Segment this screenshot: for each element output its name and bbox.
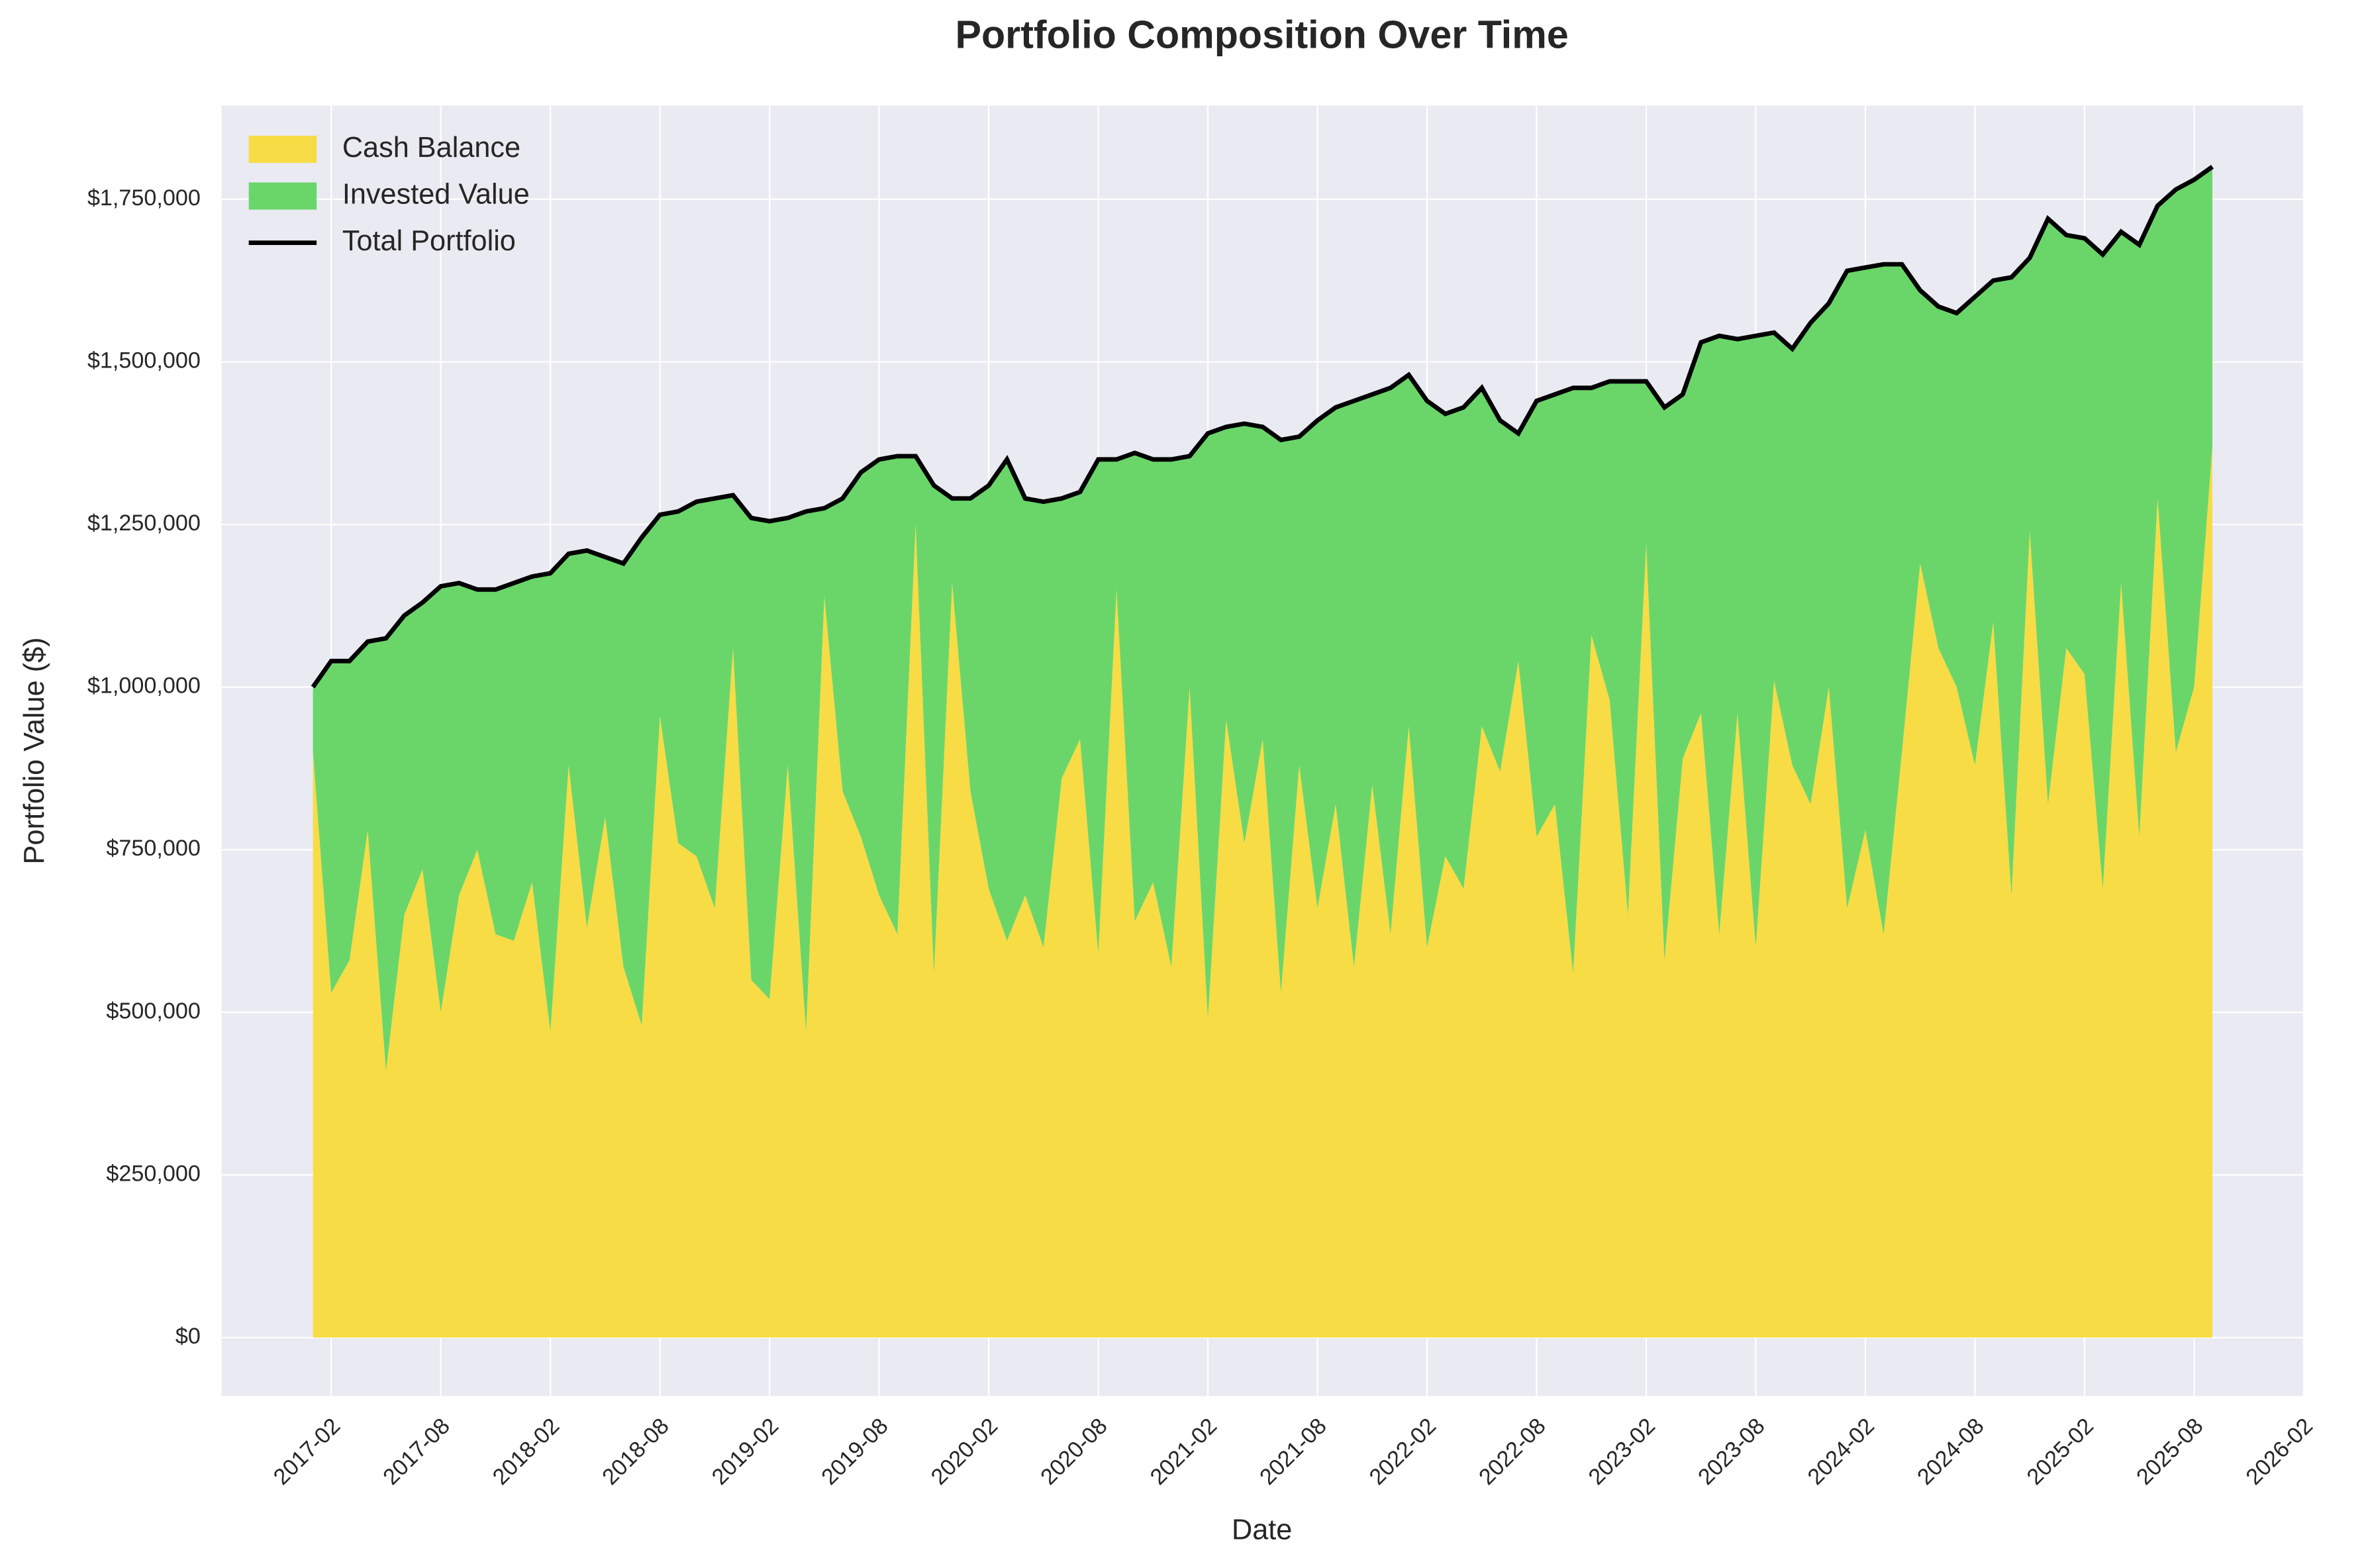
- y-tick-label: $1,750,000: [87, 185, 201, 211]
- y-tick-label: $1,250,000: [87, 511, 201, 536]
- x-tick-label: 2019-02: [707, 1414, 783, 1490]
- x-tick-label: 2023-02: [1584, 1414, 1660, 1490]
- y-tick-label: $750,000: [106, 836, 200, 861]
- x-tick-label: 2021-02: [1146, 1414, 1222, 1490]
- x-tick-label: 2022-08: [1474, 1414, 1550, 1490]
- x-tick-label: 2018-08: [597, 1414, 673, 1490]
- y-tick-label: $500,000: [106, 999, 200, 1024]
- y-axis-label: Portfolio Value ($): [19, 637, 50, 864]
- x-tick-label: 2025-02: [2022, 1414, 2098, 1490]
- x-tick-label: 2017-08: [378, 1414, 454, 1490]
- x-tick-label: 2024-02: [1803, 1414, 1879, 1490]
- x-tick-label: 2021-08: [1255, 1414, 1331, 1490]
- legend-label: Total Portfolio: [342, 225, 516, 257]
- x-tick-label: 2020-02: [926, 1414, 1003, 1490]
- x-tick-label: 2017-02: [269, 1414, 345, 1490]
- legend-swatch: [248, 135, 317, 163]
- x-tick-label: 2023-08: [1693, 1414, 1769, 1490]
- y-tick-label: $0: [175, 1324, 201, 1349]
- legend-swatch: [248, 182, 317, 210]
- x-tick-label: 2019-08: [816, 1414, 893, 1490]
- y-tick-label: $250,000: [106, 1161, 200, 1186]
- legend-label: Cash Balance: [342, 132, 520, 164]
- invested-area: [313, 166, 2213, 1071]
- legend: Cash Balance Invested Value Total Portfoli…: [248, 132, 530, 257]
- cash-area: [313, 446, 2213, 1338]
- chart-title: Portfolio Composition Over Time: [956, 13, 1569, 57]
- y-tick-label: $1,500,000: [87, 348, 201, 373]
- x-tick-label: 2020-08: [1036, 1414, 1112, 1490]
- x-tick-label: 2024-08: [1912, 1414, 1989, 1490]
- x-axis-label: Date: [1232, 1514, 1292, 1546]
- x-tick-label: 2022-02: [1365, 1414, 1441, 1490]
- legend-label: Invested Value: [342, 178, 530, 210]
- y-tick-label: $1,000,000: [87, 673, 201, 699]
- x-tick-label: 2018-02: [488, 1414, 564, 1490]
- x-tick-label: 2026-02: [2241, 1414, 2318, 1490]
- marks: [311, 165, 2214, 1338]
- x-tick-label: 2025-08: [2132, 1414, 2208, 1490]
- total-line: [311, 165, 2214, 689]
